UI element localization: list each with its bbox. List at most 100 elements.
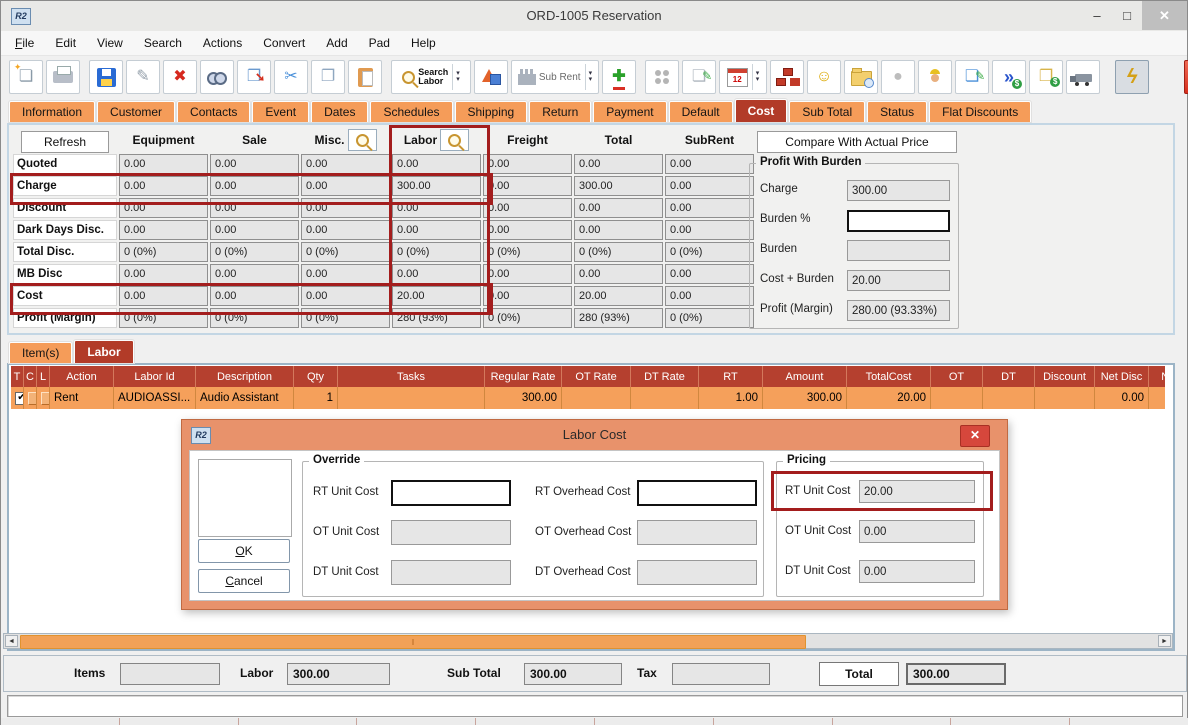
column-header-rt[interactable]: RT bbox=[699, 366, 763, 387]
tab-information[interactable]: Information bbox=[7, 100, 97, 123]
menu-item-file[interactable]: File bbox=[15, 36, 35, 50]
smiley-button[interactable]: ☺ bbox=[807, 60, 841, 94]
group-button[interactable] bbox=[645, 60, 679, 94]
column-header-dt-rate[interactable]: DT Rate bbox=[631, 366, 699, 387]
menu-item-convert[interactable]: Convert bbox=[263, 36, 306, 50]
search-misc-button[interactable] bbox=[347, 129, 377, 151]
column-header-discount[interactable]: Discount bbox=[1035, 366, 1095, 387]
override-field-rt-overhead-cost[interactable] bbox=[637, 480, 757, 506]
save-button[interactable] bbox=[89, 60, 123, 94]
column-header-net-disc[interactable]: Net Disc bbox=[1095, 366, 1149, 387]
scrollbar-thumb[interactable]: ‖ bbox=[20, 635, 806, 649]
calendar-button[interactable]: 12 ▾ ▾ bbox=[719, 60, 767, 94]
tab-shipping[interactable]: Shipping bbox=[453, 100, 529, 123]
tab-event[interactable]: Event bbox=[251, 100, 311, 123]
dropdown-arrows-icon[interactable]: ▾ ▾ bbox=[584, 64, 592, 90]
tab-payment[interactable]: Payment bbox=[592, 100, 668, 123]
column-header-c[interactable]: C bbox=[24, 366, 37, 387]
checkbox-l[interactable] bbox=[41, 391, 49, 405]
dialog-close-icon[interactable]: ✕ bbox=[960, 425, 990, 447]
copy-button[interactable]: ❐ bbox=[311, 60, 345, 94]
column-header-totalcost[interactable]: TotalCost bbox=[847, 366, 931, 387]
column-header-tasks[interactable]: Tasks bbox=[338, 366, 485, 387]
lightning-button[interactable]: ϟ bbox=[1115, 60, 1149, 94]
shapes-button[interactable] bbox=[474, 60, 508, 94]
column-header-t[interactable]: T bbox=[11, 366, 24, 387]
tab-flat-discounts[interactable]: Flat Discounts bbox=[928, 100, 1033, 123]
refresh-button[interactable]: Refresh bbox=[21, 131, 109, 153]
maximize-icon[interactable]: □ bbox=[1123, 8, 1131, 23]
menu-item-actions[interactable]: Actions bbox=[202, 36, 243, 50]
column-header-action[interactable]: Action bbox=[50, 366, 114, 387]
tab-customer[interactable]: Customer bbox=[96, 100, 177, 123]
override-label-ot-overhead-cost: OT Overhead Cost bbox=[535, 526, 632, 538]
worker-button[interactable] bbox=[918, 60, 952, 94]
copy-special-button[interactable]: ❐ bbox=[237, 60, 271, 94]
tab-item-s[interactable]: Item(s) bbox=[7, 341, 74, 364]
org-chart-button[interactable] bbox=[770, 60, 804, 94]
menu-item-help[interactable]: Help bbox=[410, 36, 436, 50]
tab-dates[interactable]: Dates bbox=[310, 100, 370, 123]
tab-status[interactable]: Status bbox=[866, 100, 929, 123]
search-labor-button[interactable]: Search Labor ▾ ▾ bbox=[391, 60, 471, 94]
money-docs-button[interactable]: ❐ bbox=[1029, 60, 1063, 94]
menu-item-pad[interactable]: Pad bbox=[368, 36, 390, 50]
column-header-description[interactable]: Description bbox=[196, 366, 294, 387]
column-header-labor-id[interactable]: Labor Id bbox=[114, 366, 196, 387]
cell-net-posted bbox=[1149, 387, 1165, 409]
delete-button[interactable]: ✖ bbox=[163, 60, 197, 94]
column-header-qty[interactable]: Qty bbox=[294, 366, 338, 387]
print-button[interactable] bbox=[46, 60, 80, 94]
sub-rent-button[interactable]: Sub Rent ▾ ▾ bbox=[511, 60, 599, 94]
column-header-ot-rate[interactable]: OT Rate bbox=[562, 366, 631, 387]
tab-labor[interactable]: Labor bbox=[73, 339, 135, 364]
column-header-regular-rate[interactable]: Regular Rate bbox=[485, 366, 562, 387]
scroll-right-icon[interactable]: ► bbox=[1158, 635, 1171, 647]
column-header-l[interactable]: L bbox=[37, 366, 50, 387]
checkbox-c[interactable] bbox=[28, 391, 36, 405]
folder-clock-button[interactable] bbox=[844, 60, 878, 94]
menu-item-add[interactable]: Add bbox=[326, 36, 348, 50]
menu-item-edit[interactable]: Edit bbox=[55, 36, 77, 50]
minimize-icon[interactable]: – bbox=[1093, 8, 1101, 23]
sphere-button[interactable]: ● bbox=[881, 60, 915, 94]
override-field-rt-unit-cost[interactable] bbox=[391, 480, 511, 506]
menu-item-search[interactable]: Search bbox=[143, 36, 182, 50]
status-segment bbox=[476, 718, 595, 725]
cell-net-disc: 0.00 bbox=[1095, 387, 1149, 409]
edit-note-button[interactable]: ❏ bbox=[955, 60, 989, 94]
column-header-dt[interactable]: DT bbox=[983, 366, 1035, 387]
tab-contacts[interactable]: Contacts bbox=[176, 100, 252, 123]
dropdown-arrows-icon[interactable]: ▾ ▾ bbox=[751, 64, 759, 90]
exit-button[interactable]: EXIT bbox=[1184, 60, 1188, 94]
column-header-net-posted[interactable]: Net Posted bbox=[1149, 366, 1165, 387]
new-document-button[interactable]: ❏ bbox=[9, 60, 43, 94]
paste-button[interactable] bbox=[348, 60, 382, 94]
add-button[interactable]: ✚ bbox=[602, 60, 636, 94]
close-icon[interactable]: ✕ bbox=[1142, 1, 1187, 30]
tab-sub-total[interactable]: Sub Total bbox=[788, 100, 867, 123]
search-labor-button[interactable] bbox=[440, 129, 470, 151]
pen-button[interactable]: ✎ bbox=[126, 60, 160, 94]
horizontal-scrollbar[interactable]: ◄ ‖ ► bbox=[3, 633, 1173, 649]
cut-button[interactable]: ✂ bbox=[274, 60, 308, 94]
checkbox-t[interactable]: ✔ bbox=[15, 391, 23, 405]
truck-button[interactable] bbox=[1066, 60, 1100, 94]
tab-default[interactable]: Default bbox=[667, 100, 734, 123]
money-transfer-button[interactable]: » bbox=[992, 60, 1026, 94]
menu-item-view[interactable]: View bbox=[97, 36, 123, 50]
column-header-ot[interactable]: OT bbox=[931, 366, 983, 387]
column-header-amount[interactable]: Amount bbox=[763, 366, 847, 387]
notes-button[interactable]: ❏ bbox=[682, 60, 716, 94]
scroll-left-icon[interactable]: ◄ bbox=[5, 635, 18, 647]
cancel-button[interactable]: Cancel bbox=[198, 569, 290, 593]
tab-return[interactable]: Return bbox=[528, 100, 593, 123]
tab-schedules[interactable]: Schedules bbox=[369, 100, 454, 123]
burden-field-burden[interactable] bbox=[847, 210, 950, 232]
find-button[interactable] bbox=[200, 60, 234, 94]
compare-with-actual-price-button[interactable]: Compare With Actual Price bbox=[757, 131, 957, 153]
dropdown-arrows-icon[interactable]: ▾ ▾ bbox=[452, 64, 460, 90]
ok-button[interactable]: OK bbox=[198, 539, 290, 563]
tab-cost[interactable]: Cost bbox=[733, 98, 789, 123]
